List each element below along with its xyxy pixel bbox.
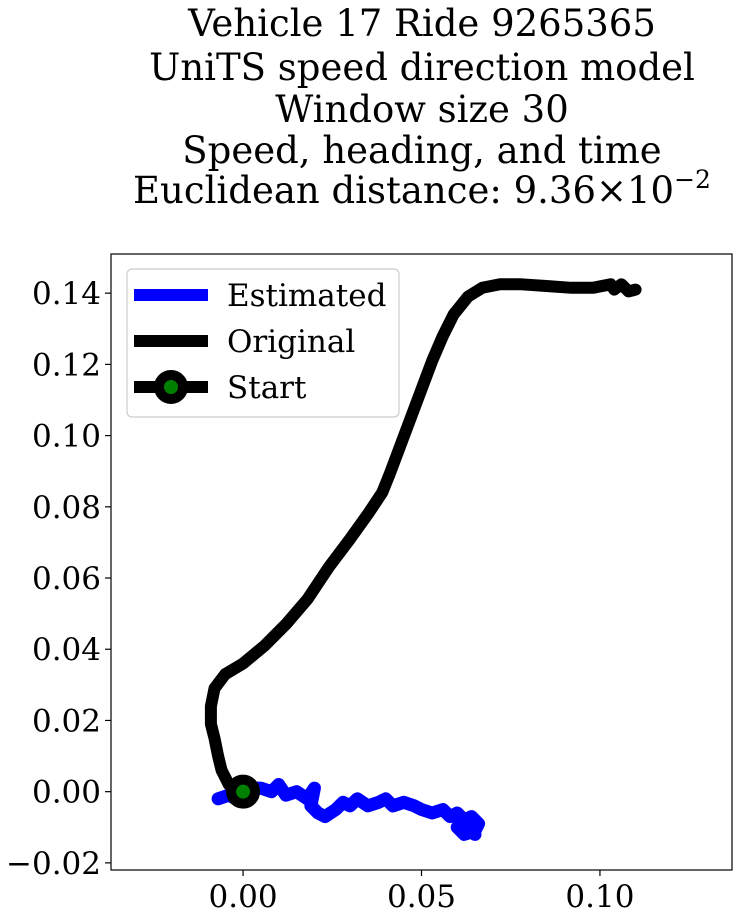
legend-label-estimated: Estimated (227, 278, 386, 314)
legend-box (126, 268, 400, 418)
title-times-sign: × (596, 169, 627, 212)
y-tick-label: 0.12 (32, 347, 101, 383)
y-tick-label: 0.02 (32, 703, 101, 739)
x-tick-label: 0.00 (209, 879, 278, 915)
legend-label-start: Start (227, 370, 307, 406)
series-line-estimated (211, 778, 486, 841)
chart-title: Vehicle 17 Ride 9265365 UniTS speed dire… (133, 2, 711, 212)
y-tick-label: 0.08 (32, 490, 101, 526)
y-tick-label: 0.00 (32, 775, 101, 811)
title-line-5: Euclidean distance: 9.36×10−2 (133, 165, 711, 212)
y-tick-label: 0.04 (32, 632, 101, 668)
legend-start-marker (154, 370, 188, 404)
x-tick-label: 0.05 (387, 879, 456, 915)
series-layer (204, 278, 642, 841)
title-line-2: UniTS speed direction model (149, 46, 695, 89)
title-distance-text: Euclidean distance: 9.36 (133, 169, 596, 212)
title-power-base: 10 (627, 169, 674, 212)
series-line-original (204, 278, 642, 798)
y-tick-label: 0.14 (32, 276, 101, 312)
title-line-4: Speed, heading, and time (182, 129, 661, 172)
x-axis: 0.00 0.05 0.10 (209, 870, 634, 915)
title-line-3: Window size 30 (275, 88, 569, 131)
y-tick-label: −0.02 (6, 846, 101, 882)
legend-label-original: Original (227, 324, 355, 360)
x-tick-label: 0.10 (565, 879, 634, 915)
start-marker-layer (226, 774, 261, 809)
start-marker (226, 774, 261, 809)
y-axis: −0.02 0.00 0.02 0.04 0.06 0.08 0.10 0.12 0.14 (6, 276, 111, 882)
title-power-exponent: −2 (674, 165, 711, 194)
y-tick-label: 0.06 (32, 561, 101, 597)
title-line-1: Vehicle 17 Ride 9265365 (187, 2, 656, 45)
y-tick-label: 0.10 (32, 419, 101, 455)
legend: Estimated Original Start (126, 268, 400, 418)
